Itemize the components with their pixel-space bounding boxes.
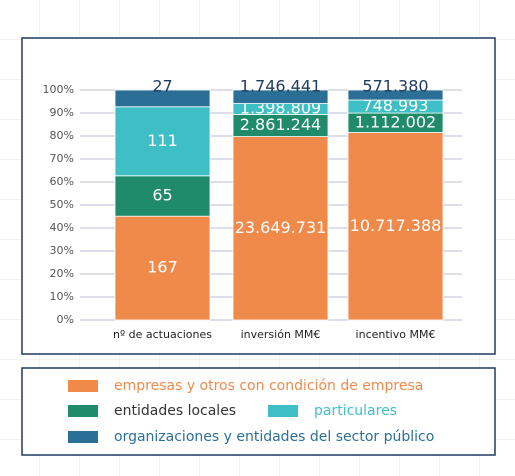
legend-label: entidades locales bbox=[114, 403, 236, 419]
y-tick-label: 60% bbox=[50, 175, 74, 188]
y-tick-label: 50% bbox=[50, 198, 74, 211]
data-label: 1.112.002 bbox=[355, 112, 436, 131]
bar-segment bbox=[114, 175, 211, 217]
bar-segment bbox=[232, 89, 329, 104]
bar-segment bbox=[347, 89, 444, 101]
legend-frame bbox=[21, 367, 496, 456]
x-tick-label: nº de actuaciones bbox=[113, 328, 212, 341]
bar-segment bbox=[114, 215, 211, 321]
legend-swatch bbox=[68, 380, 98, 392]
bar-segment bbox=[114, 106, 211, 177]
bar-segment bbox=[232, 136, 329, 321]
data-label: 2.861.244 bbox=[240, 115, 321, 134]
data-label: 27 bbox=[152, 77, 172, 96]
legend-swatch bbox=[268, 405, 298, 417]
data-label: 23.649.731 bbox=[235, 218, 327, 237]
legend-swatch bbox=[68, 431, 98, 443]
data-label: 111 bbox=[147, 131, 178, 150]
legend-label: particulares bbox=[314, 403, 397, 419]
y-tick-label: 20% bbox=[50, 267, 74, 280]
y-tick-label: 70% bbox=[50, 152, 74, 165]
y-tick-label: 30% bbox=[50, 244, 74, 257]
data-label: 167 bbox=[147, 258, 178, 277]
data-label: 1.746.441 bbox=[240, 77, 321, 96]
data-label: 571.380 bbox=[362, 77, 428, 96]
y-tick-label: 40% bbox=[50, 221, 74, 234]
x-tick-label: incentivo MM€ bbox=[356, 328, 436, 341]
data-label: 748.993 bbox=[362, 96, 428, 115]
y-tick-label: 80% bbox=[50, 129, 74, 142]
y-tick-label: 90% bbox=[50, 106, 74, 119]
y-tick-label: 10% bbox=[50, 290, 74, 303]
data-label: 65 bbox=[152, 185, 172, 204]
bar-segment bbox=[114, 89, 211, 108]
y-tick-label: 100% bbox=[43, 83, 74, 96]
legend-swatch bbox=[68, 405, 98, 417]
legend-label: organizaciones y entidades del sector pú… bbox=[114, 429, 434, 445]
data-label: 10.717.388 bbox=[350, 216, 442, 235]
bar-segment bbox=[347, 132, 444, 321]
y-tick-label: 0% bbox=[57, 313, 74, 326]
legend-label: empresas y otros con condición de empres… bbox=[114, 378, 423, 394]
x-tick-label: inversión MM€ bbox=[241, 328, 321, 341]
